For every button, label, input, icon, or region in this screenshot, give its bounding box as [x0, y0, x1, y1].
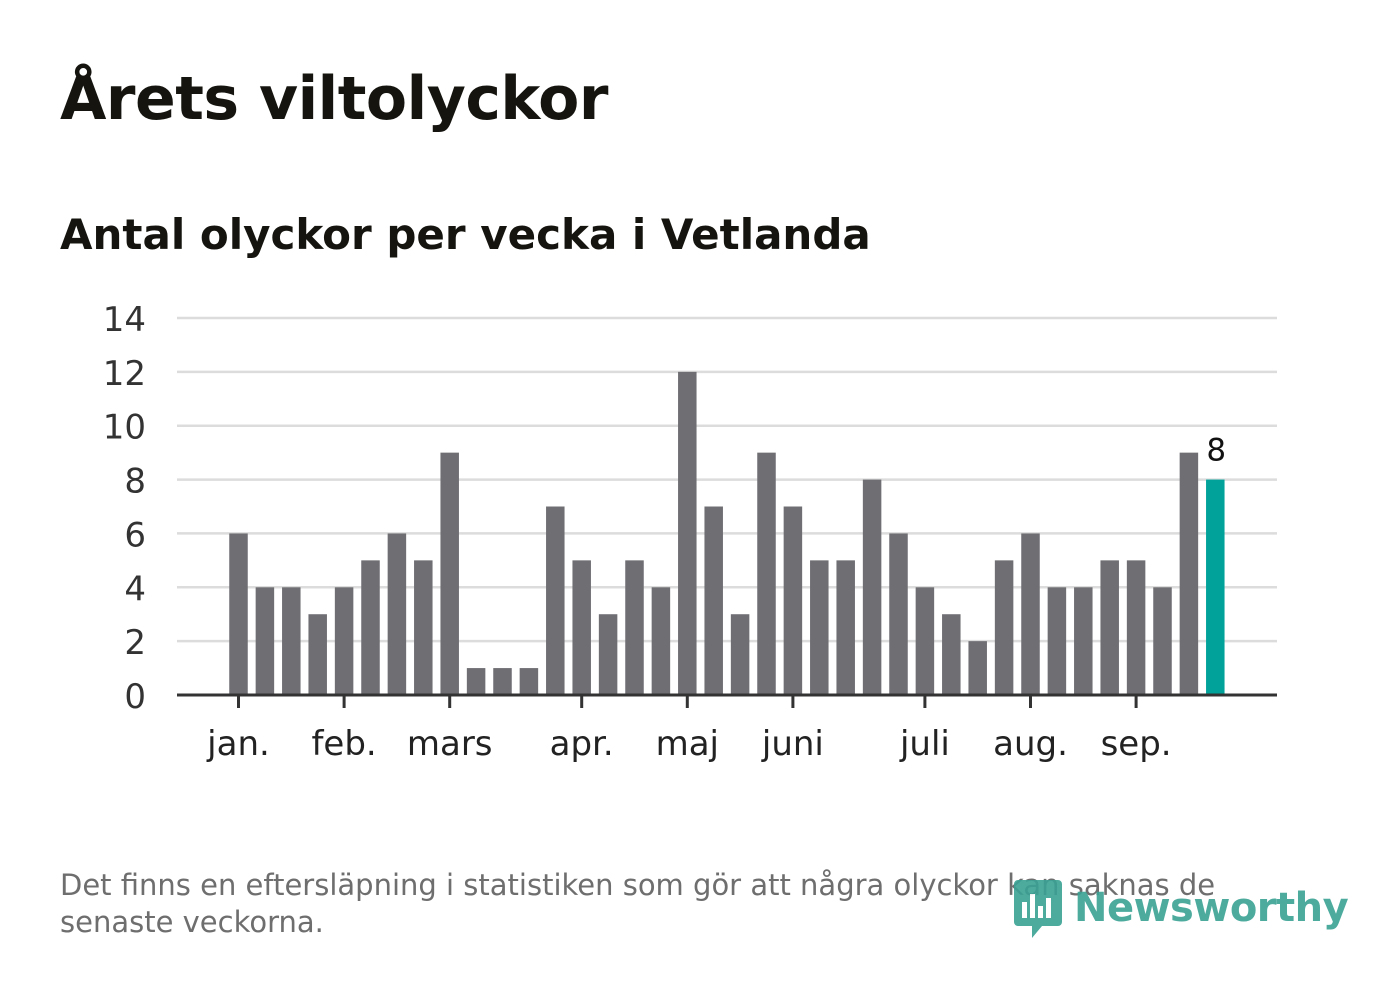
bar	[836, 560, 855, 695]
bar	[229, 533, 248, 695]
bar	[1074, 587, 1093, 695]
bar	[757, 452, 776, 695]
bar	[678, 371, 697, 695]
chart-subtitle: Antal olyckor per vecka i Vetlanda	[60, 210, 871, 259]
bar	[968, 641, 987, 695]
bar	[625, 560, 644, 695]
x-tick-label: jan.	[206, 724, 270, 764]
newsworthy-logo: Newsworthy	[1012, 876, 1349, 940]
chart-title: Årets viltolyckor	[60, 64, 609, 134]
y-tick-label: 12	[103, 354, 146, 394]
bar	[282, 587, 301, 695]
bars	[229, 371, 1225, 695]
gridlines	[177, 316, 1277, 643]
x-tick-label: maj	[656, 724, 719, 764]
x-tick-label: juli	[899, 724, 950, 764]
logo-text: Newsworthy	[1074, 885, 1349, 931]
bar	[1021, 533, 1040, 695]
bar	[546, 506, 565, 695]
bar	[572, 560, 591, 695]
bar	[466, 668, 486, 695]
bar	[994, 560, 1014, 695]
bar	[915, 587, 935, 695]
bar	[440, 452, 459, 695]
x-tick-label: juni	[761, 724, 824, 764]
bar	[783, 506, 803, 695]
x-tick-label: aug.	[993, 724, 1068, 764]
bar	[361, 560, 380, 695]
y-axis-ticks: 0 2 4 6 8 10 12 14	[103, 300, 146, 717]
bar	[387, 533, 407, 695]
bar	[942, 614, 961, 695]
bar	[493, 668, 512, 695]
y-tick-label: 0	[124, 677, 146, 717]
bar	[1047, 587, 1067, 695]
bar	[651, 587, 671, 695]
highlight-value-label: 8	[1206, 433, 1226, 469]
bar	[810, 560, 829, 695]
data-labels: 8	[1206, 433, 1226, 469]
y-tick-label: 10	[103, 408, 146, 448]
x-axis-ticks: jan. feb. mars apr. maj juni juli aug. sep.	[206, 695, 1172, 764]
x-tick-label: sep.	[1101, 724, 1172, 764]
bar	[255, 587, 275, 695]
bar	[1179, 452, 1199, 695]
newsworthy-logo-icon	[1014, 880, 1062, 938]
x-tick-label: feb.	[311, 724, 376, 764]
bar	[334, 587, 354, 695]
y-tick-label: 6	[124, 515, 146, 555]
bar	[1100, 560, 1119, 695]
bar-highlight	[1206, 479, 1225, 695]
bar	[598, 614, 618, 695]
x-tick-label: mars	[407, 724, 493, 764]
x-tick-label: apr.	[550, 724, 614, 764]
bar	[1126, 560, 1146, 695]
bar	[704, 506, 723, 695]
bar	[308, 614, 327, 695]
y-tick-label: 14	[103, 300, 146, 340]
bar	[519, 668, 539, 695]
y-tick-label: 4	[124, 569, 146, 609]
y-tick-label: 2	[124, 623, 146, 663]
bar	[862, 479, 882, 695]
bar	[889, 533, 908, 695]
bar	[730, 614, 750, 695]
bar	[414, 560, 433, 695]
bar	[1153, 587, 1172, 695]
y-tick-label: 8	[124, 462, 146, 502]
